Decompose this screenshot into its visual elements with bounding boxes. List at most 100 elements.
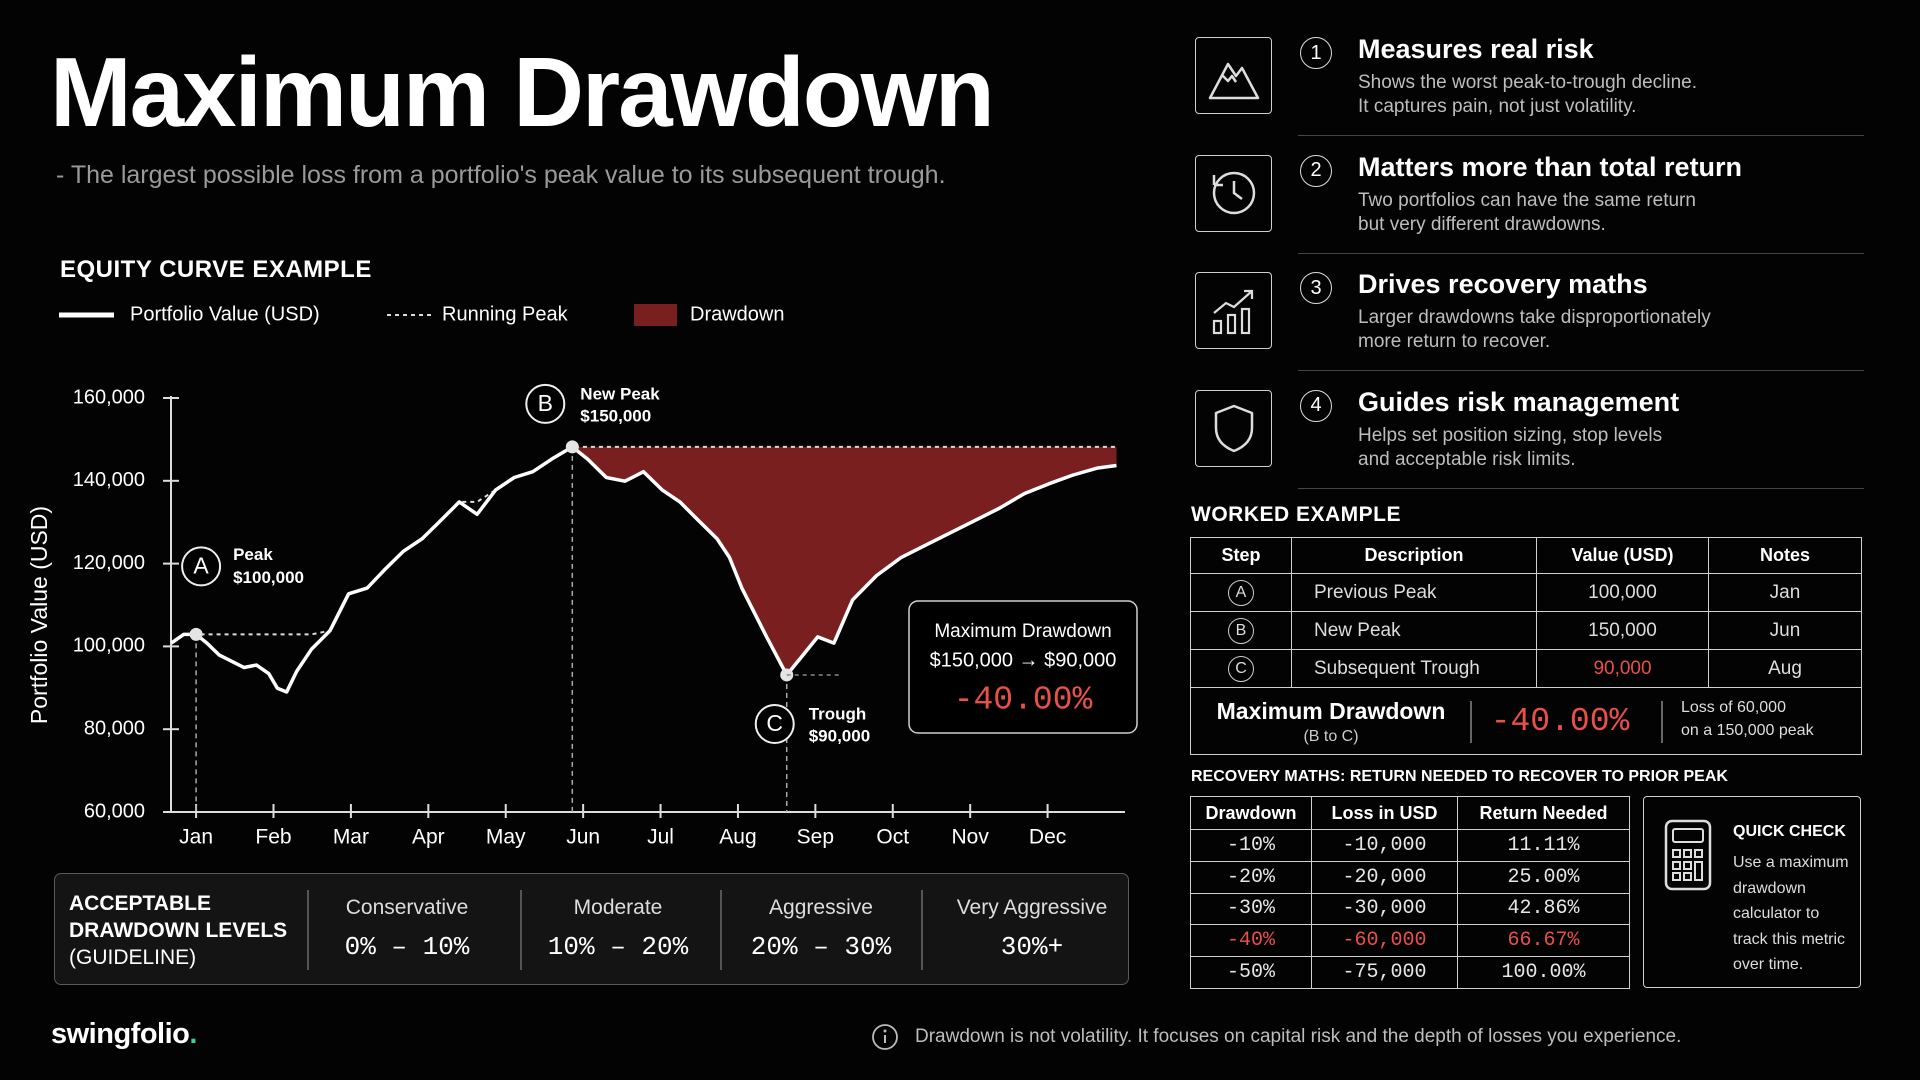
x-tick-label: Jan xyxy=(179,826,213,849)
table-row: -50% -75,000 100.00% xyxy=(1190,956,1630,989)
summary-row: Maximum Drawdown (B to C) -40.00% Loss of 6… xyxy=(1190,687,1862,755)
annotation-dot xyxy=(189,627,203,641)
x-tick-label: Mar xyxy=(333,826,369,849)
table-cell: New Peak xyxy=(1291,611,1537,650)
feature-text: and acceptable risk limits. xyxy=(1358,448,1576,470)
divider xyxy=(1470,701,1472,743)
levels-divider xyxy=(520,890,522,970)
table-cell: 90,000 xyxy=(1536,649,1709,688)
quick-check: QUICK CHECK Use a maximum drawdown calcula… xyxy=(1643,796,1861,988)
annotation-marker: A xyxy=(193,552,209,578)
feature-text: It captures pain, not just volatility. xyxy=(1358,96,1637,117)
drawdown-area xyxy=(572,446,1117,675)
feature-text: Larger drawdowns take disproportionately xyxy=(1358,307,1711,328)
quick-check-line: Use a maximum xyxy=(1733,854,1849,871)
table-cell: 100,000 xyxy=(1536,573,1709,612)
y-tick-label: 100,000 xyxy=(73,635,145,657)
calculator-icon xyxy=(1664,819,1712,891)
annotation-text: $90,000 xyxy=(809,726,870,745)
table-cell: -10,000 xyxy=(1311,829,1458,862)
table-row: -10% -10,000 11.11% xyxy=(1190,829,1630,862)
table-cell: -40% xyxy=(1190,924,1312,958)
table-cell: -20,000 xyxy=(1311,860,1458,894)
x-tick-label: Feb xyxy=(255,826,291,849)
annotation-title: Peak xyxy=(233,545,273,564)
legend-label: Portfolio Value (USD) xyxy=(130,303,320,325)
table-cell: 100.00% xyxy=(1457,956,1630,989)
feature-text: Two portfolios can have the same return xyxy=(1358,189,1696,211)
table-row: C Subsequent Trough 90,000 Aug xyxy=(1190,649,1862,688)
feature-text: more return to recover. xyxy=(1358,331,1551,352)
annotation-title: New Peak xyxy=(580,384,660,403)
column-header: Return Needed xyxy=(1457,796,1630,830)
brand: swingfolio. xyxy=(51,1018,197,1051)
divider xyxy=(1661,701,1663,743)
feature-separator xyxy=(1298,370,1864,371)
feature-icon xyxy=(1195,272,1272,349)
series-line xyxy=(170,445,1117,694)
level-name: Aggressive xyxy=(769,896,873,919)
feature-text: Helps set position sizing, stop levels xyxy=(1358,424,1663,446)
levels-panel: ACCEPTABLE DRAWDOWN LEVELS (GUIDELINE) Cons… xyxy=(54,873,1129,985)
annotation-badge xyxy=(754,703,795,744)
annotation-badge xyxy=(525,383,566,424)
page-subtitle: - The largest possible loss from a portf… xyxy=(56,161,946,189)
footer-note: Drawdown is not volatility. It focuses o… xyxy=(915,1026,1682,1047)
table-cell: C xyxy=(1190,649,1292,688)
level-name: Very Aggressive xyxy=(956,896,1108,919)
table-cell: Previous Peak xyxy=(1291,573,1537,612)
table-cell: -30% xyxy=(1190,892,1312,926)
feature-title: Guides risk management xyxy=(1358,386,1680,417)
summary-label: Maximum Drawdown xyxy=(1216,698,1446,724)
table-cell: 25.00% xyxy=(1457,860,1630,894)
callout-range: $150,000 → $90,000 xyxy=(930,649,1117,671)
x-tick-label: Jul xyxy=(647,826,674,849)
x-tick-label: Apr xyxy=(412,826,445,849)
y-tick-label: 60,000 xyxy=(84,800,145,822)
feature-separator xyxy=(1298,135,1864,136)
column-header: Notes xyxy=(1708,537,1862,574)
table-cell: -20% xyxy=(1190,860,1312,894)
x-tick-label: Oct xyxy=(876,826,909,849)
column-header: Drawdown xyxy=(1190,796,1312,830)
table-cell: 42.86% xyxy=(1457,892,1630,926)
table-row: -40% -60,000 66.67% xyxy=(1190,924,1630,958)
feature-text: Shows the worst peak-to-trough decline. xyxy=(1358,72,1698,93)
quick-check-line: track this metric xyxy=(1733,930,1846,948)
annotation-text: $100,000 xyxy=(233,568,304,587)
feature-title: Measures real risk xyxy=(1358,34,1594,64)
brand-name: swingfolio xyxy=(51,1018,190,1050)
levels-title: ACCEPTABLE xyxy=(69,892,211,915)
column-header: Step xyxy=(1190,537,1292,574)
feature-icon xyxy=(1195,37,1272,114)
table-cell: -60,000 xyxy=(1311,924,1458,958)
table-cell: -10% xyxy=(1190,829,1312,862)
feature-number: 4 xyxy=(1300,389,1332,422)
feature-text: but very different drawdowns. xyxy=(1358,213,1606,235)
summary-sub: (B to C) xyxy=(1303,728,1359,745)
table-cell: B xyxy=(1190,611,1292,650)
feature-number: 1 xyxy=(1300,37,1332,69)
icon xyxy=(1208,62,1259,99)
quick-check-line: drawdown xyxy=(1733,879,1806,897)
header-row: Step Description Value (USD) Notes xyxy=(1190,537,1862,574)
step-marker: B xyxy=(1228,617,1254,644)
feature-title: Drives recovery maths xyxy=(1358,269,1648,299)
annotation-marker: B xyxy=(538,390,553,416)
annotation-marker: C xyxy=(766,710,783,736)
y-tick-label: 160,000 xyxy=(73,386,145,408)
callout-value: -40.00% xyxy=(954,682,1093,719)
levels-title: DRAWDOWN LEVELS xyxy=(69,919,288,942)
y-tick-label: 80,000 xyxy=(84,717,145,739)
chart-title: EQUITY CURVE EXAMPLE xyxy=(60,256,372,283)
summary-note: Loss of 60,000 xyxy=(1681,699,1786,716)
icon xyxy=(1214,404,1253,453)
icon xyxy=(1212,289,1253,334)
feature-separator xyxy=(1298,252,1864,254)
header-row: Drawdown Loss in USD Return Needed xyxy=(1190,796,1630,830)
table-cell: Subsequent Trough xyxy=(1291,649,1537,688)
table-cell: 11.11% xyxy=(1457,829,1630,862)
quick-check-line: calculator to xyxy=(1733,905,1820,922)
